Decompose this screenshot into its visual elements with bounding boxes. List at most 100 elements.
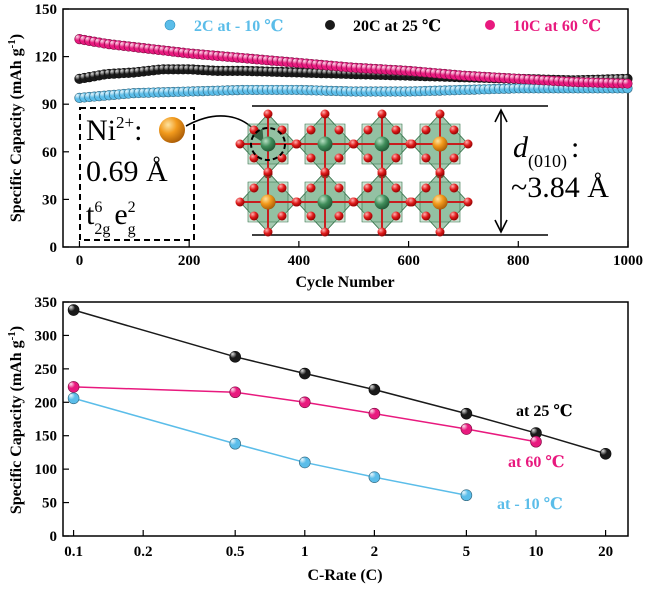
legend-label-20c: 20C at 25 ℃ xyxy=(353,18,441,35)
metal-atom xyxy=(317,136,333,152)
legend-item-10c: 10C at 60 ℃ xyxy=(485,18,601,35)
rate-label-m10c: at - 10 ℃ xyxy=(497,496,563,513)
data-point xyxy=(67,392,80,405)
ni-atom xyxy=(432,194,448,210)
oxygen-atom xyxy=(277,125,287,135)
x-tick-label: 1 xyxy=(301,544,309,560)
oxygen-atom xyxy=(377,167,387,177)
x-tick-label: 0.5 xyxy=(226,544,245,560)
oxygen-atom xyxy=(320,109,330,119)
data-point xyxy=(298,456,311,469)
metal-atom xyxy=(260,136,276,152)
oxygen-atom xyxy=(421,183,431,193)
metal-atom xyxy=(374,194,390,210)
x-tick-label: 10 xyxy=(528,544,543,560)
oxygen-atom xyxy=(407,197,417,207)
x-tick-label: 200 xyxy=(178,253,201,269)
rate-x-axis-label: C-Rate (C) xyxy=(307,567,382,584)
cycling-axis-ticks: 0 200 400 600 800 1000 0 30 60 90 120 150 xyxy=(35,2,644,269)
data-point xyxy=(460,407,473,420)
oxygen-atom xyxy=(263,109,273,119)
oxygen-atom xyxy=(421,125,431,135)
oxygen-atom xyxy=(334,125,344,135)
oxygen-atom xyxy=(263,167,273,177)
oxygen-atom xyxy=(449,125,459,135)
oxygen-atom xyxy=(421,153,431,163)
y-tick-label: 30 xyxy=(42,192,57,208)
data-point xyxy=(368,407,381,420)
d-spacing-annotation: d(010): ~3.84 Å xyxy=(494,108,609,234)
oxygen-atom xyxy=(449,211,459,221)
cycling-chart: 0 200 400 600 800 1000 0 30 60 90 120 150 2C at - 1… xyxy=(6,2,643,291)
d-spacing-value: ~3.84 Å xyxy=(511,171,609,204)
rate-y-axis-label: Specific Capacity (mAh g-1) xyxy=(6,326,25,514)
data-point xyxy=(229,386,241,399)
oxygen-atom xyxy=(449,153,459,163)
oxygen-atom xyxy=(377,227,387,237)
oxygen-atom xyxy=(391,125,401,135)
x-tick-label: 800 xyxy=(507,253,530,269)
x-tick-label: 2 xyxy=(371,544,379,560)
oxygen-atom xyxy=(306,125,316,135)
data-point xyxy=(229,351,241,363)
oxygen-atom xyxy=(249,153,259,163)
oxygen-atom xyxy=(421,211,431,221)
ni-ion-label: Ni2+: xyxy=(86,113,142,147)
y-tick-label: 120 xyxy=(35,50,58,66)
cycling-legend: 2C at - 10 ℃ 20C at 25 ℃ 10C at 60 ℃ xyxy=(164,18,601,35)
data-point xyxy=(368,383,381,396)
ni-ion-sphere xyxy=(159,117,185,143)
series-2c xyxy=(74,83,633,103)
series-10c xyxy=(74,34,633,89)
data-point xyxy=(530,435,542,448)
ni-atom xyxy=(260,194,276,210)
oxygen-atom xyxy=(320,167,330,177)
d-arrow-head-top xyxy=(494,108,508,123)
x-tick-label: 20 xyxy=(598,544,613,560)
x-tick-label: 1000 xyxy=(613,253,643,269)
data-point xyxy=(67,304,80,316)
series-m10c xyxy=(67,392,473,502)
ni-atom xyxy=(432,136,448,152)
rate-label-60c: at 60 ℃ xyxy=(508,454,565,471)
d-arrow-head-bottom xyxy=(494,219,508,234)
legend-item-2c: 2C at - 10 ℃ xyxy=(164,18,283,35)
series-60c xyxy=(67,381,542,448)
octahedron xyxy=(235,109,301,179)
series-line xyxy=(73,397,467,496)
legend-marker-20c xyxy=(325,20,335,30)
oxygen-atom xyxy=(263,227,273,237)
oxygen-atom xyxy=(449,183,459,193)
ni-ion-radius: 0.69 Å xyxy=(86,155,168,188)
data-point xyxy=(298,396,311,409)
cycling-x-axis-label: Cycle Number xyxy=(295,274,394,291)
x-tick-label: 600 xyxy=(397,253,420,269)
oxygen-atom xyxy=(306,153,316,163)
oxygen-atom xyxy=(349,139,359,149)
metal-atom xyxy=(317,194,333,210)
y-tick-label: 100 xyxy=(35,462,58,478)
oxygen-atom xyxy=(377,109,387,119)
legend-label-10c: 10C at 60 ℃ xyxy=(513,18,601,35)
data-point xyxy=(599,447,612,460)
y-tick-label: 350 xyxy=(35,295,58,311)
y-tick-label: 250 xyxy=(35,362,58,378)
crystal-structure xyxy=(235,105,548,237)
rate-plot-frame xyxy=(62,301,629,537)
oxygen-atom xyxy=(320,227,330,237)
oxygen-atom xyxy=(249,125,259,135)
octahedron xyxy=(349,167,415,237)
y-tick-label: 300 xyxy=(35,328,58,344)
oxygen-atom xyxy=(435,167,445,177)
oxygen-atom xyxy=(463,197,473,207)
cycling-plot-frame xyxy=(62,8,629,248)
data-point xyxy=(229,437,241,450)
octahedron xyxy=(349,109,415,179)
x-tick-label: 5 xyxy=(463,544,471,560)
series-line xyxy=(73,386,537,443)
y-tick-label: 0 xyxy=(50,529,58,545)
ni-electron-config: t6 2g e2 g xyxy=(86,198,136,238)
